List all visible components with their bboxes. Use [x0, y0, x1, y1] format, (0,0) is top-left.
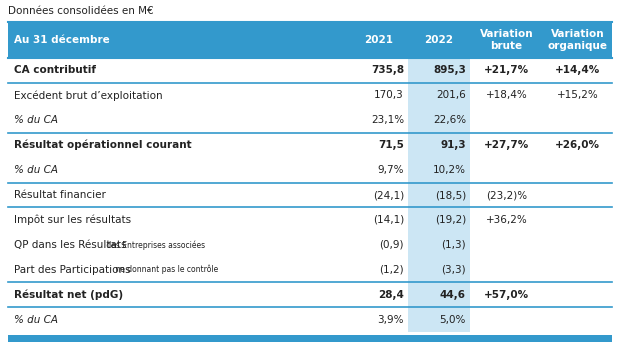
Text: (23,2)%: (23,2)% — [486, 190, 527, 200]
Text: Variation
brute: Variation brute — [480, 29, 533, 51]
Text: QP dans les Résultats: QP dans les Résultats — [14, 240, 126, 250]
Bar — [408, 208, 470, 232]
Text: Au 31 décembre: Au 31 décembre — [14, 35, 110, 45]
Text: +36,2%: +36,2% — [485, 215, 528, 225]
Text: +21,7%: +21,7% — [484, 65, 529, 76]
Text: (14,1): (14,1) — [373, 215, 404, 225]
Text: 71,5: 71,5 — [378, 140, 404, 150]
Text: % du CA: % du CA — [14, 315, 58, 324]
Text: (19,2): (19,2) — [435, 215, 466, 225]
Text: Résultat financier: Résultat financier — [14, 190, 106, 200]
Text: (18,5): (18,5) — [435, 190, 466, 200]
Text: 91,3: 91,3 — [440, 140, 466, 150]
Bar — [408, 183, 470, 208]
Text: +26,0%: +26,0% — [555, 140, 600, 150]
Text: (24,1): (24,1) — [373, 190, 404, 200]
Text: 10,2%: 10,2% — [433, 165, 466, 175]
Text: 895,3: 895,3 — [433, 65, 466, 76]
Text: CA contributif: CA contributif — [14, 65, 96, 76]
Bar — [8, 22, 612, 58]
Bar — [408, 232, 470, 257]
Bar — [408, 108, 470, 133]
Bar — [408, 282, 470, 307]
Text: 23,1%: 23,1% — [371, 115, 404, 125]
Text: Part des Participations: Part des Participations — [14, 265, 131, 275]
Text: 2021: 2021 — [365, 35, 394, 45]
Text: Variation
organique: Variation organique — [547, 29, 608, 51]
Bar — [408, 83, 470, 108]
Text: 22,6%: 22,6% — [433, 115, 466, 125]
Text: 3,9%: 3,9% — [378, 315, 404, 324]
Text: 9,7%: 9,7% — [378, 165, 404, 175]
Text: 2022: 2022 — [425, 35, 453, 45]
Text: 5,0%: 5,0% — [440, 315, 466, 324]
Text: % du CA: % du CA — [14, 165, 58, 175]
Text: ne donnant pas le contrôle: ne donnant pas le contrôle — [113, 265, 218, 274]
Bar — [408, 158, 470, 183]
Text: +18,4%: +18,4% — [485, 90, 528, 100]
Text: Résultat opérationnel courant: Résultat opérationnel courant — [14, 140, 192, 150]
Bar — [8, 335, 612, 342]
Text: des Entreprises associées: des Entreprises associées — [104, 240, 205, 250]
Bar — [408, 257, 470, 282]
Text: Excédent brut d’exploitation: Excédent brut d’exploitation — [14, 90, 162, 100]
Bar — [408, 133, 470, 158]
Text: +27,7%: +27,7% — [484, 140, 529, 150]
Text: +15,2%: +15,2% — [557, 90, 598, 100]
Text: 201,6: 201,6 — [436, 90, 466, 100]
Text: 735,8: 735,8 — [371, 65, 404, 76]
Text: +14,4%: +14,4% — [555, 65, 600, 76]
Bar — [408, 307, 470, 332]
Text: 44,6: 44,6 — [440, 290, 466, 300]
Text: +57,0%: +57,0% — [484, 290, 529, 300]
Text: 28,4: 28,4 — [378, 290, 404, 300]
Text: (3,3): (3,3) — [441, 265, 466, 275]
Text: (1,2): (1,2) — [379, 265, 404, 275]
Text: 170,3: 170,3 — [374, 90, 404, 100]
Text: Données consolidées en M€: Données consolidées en M€ — [8, 6, 154, 16]
Text: Impôt sur les résultats: Impôt sur les résultats — [14, 215, 131, 225]
Text: (1,3): (1,3) — [441, 240, 466, 250]
Text: % du CA: % du CA — [14, 115, 58, 125]
Text: (0,9): (0,9) — [379, 240, 404, 250]
Text: Résultat net (pdG): Résultat net (pdG) — [14, 289, 123, 300]
Bar — [408, 58, 470, 83]
